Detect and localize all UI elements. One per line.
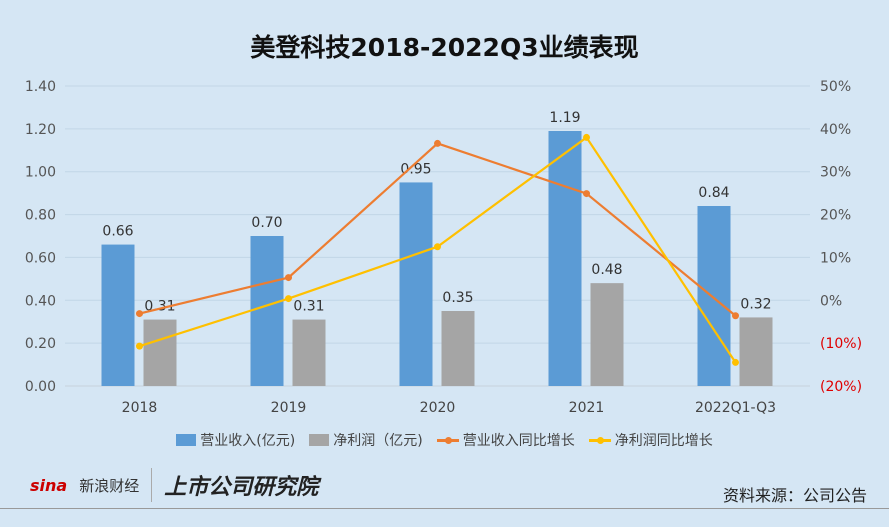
- legend-label: 营业收入(亿元): [200, 433, 296, 449]
- legend-profit-growth: 净利润同比增长: [588, 430, 713, 450]
- x-tick-label: 2019: [271, 400, 307, 416]
- revenue-growth-point: [285, 274, 292, 282]
- bar-data-label: 0.31: [293, 299, 324, 315]
- right-tick-label: 40%: [820, 122, 851, 138]
- bar-data-label: 0.70: [251, 215, 282, 231]
- revenue-growth-point: [732, 312, 739, 320]
- sina-logo: sina: [30, 475, 68, 495]
- bar-data-label: 1.19: [549, 110, 580, 126]
- x-tick-label: 2020: [420, 400, 456, 416]
- right-tick-label: 50%: [820, 79, 851, 95]
- profit-growth-point: [136, 342, 143, 350]
- right-tick-label: (10%): [820, 336, 862, 352]
- left-tick-label: 0.20: [25, 336, 56, 352]
- right-tick-label: 0%: [820, 293, 842, 309]
- bar-data-label: 0.35: [442, 290, 473, 306]
- chart-title: 美登科技2018-2022Q3业绩表现: [250, 33, 639, 62]
- source-note: 资料来源：公司公告: [722, 486, 867, 505]
- profit-bar: [590, 283, 624, 386]
- x-tick-label: 2018: [122, 400, 158, 416]
- x-tick-label: 2021: [569, 400, 605, 416]
- footer-logos: sina 新浪财经 上市公司研究院: [30, 468, 318, 502]
- x-tick-label: 2022Q1-Q3: [695, 400, 776, 416]
- revenue-bar: [399, 182, 433, 386]
- divider: [151, 468, 153, 502]
- profit-bar: [441, 311, 475, 386]
- divider: [0, 508, 889, 509]
- revenue-growth-point: [434, 139, 441, 147]
- right-tick-label: 20%: [820, 208, 851, 224]
- left-tick-label: 1.40: [25, 79, 56, 95]
- legend-label: 营业收入同比增长: [462, 433, 575, 449]
- left-tick-label: 0.60: [25, 250, 56, 266]
- revenue-growth-line: [139, 142, 737, 317]
- revenue-bar: [548, 131, 582, 386]
- right-tick-label: 10%: [820, 250, 851, 266]
- revenue-growth-point: [583, 190, 590, 198]
- legend-revenue: 营业收入(亿元): [176, 430, 295, 450]
- profit-bar: [143, 319, 177, 386]
- profit-bar: [739, 317, 773, 386]
- profit-growth-point: [732, 358, 739, 366]
- revenue-bar: [101, 244, 135, 386]
- bar-data-label: 0.84: [698, 185, 729, 201]
- right-tick-label: (20%): [820, 379, 862, 395]
- profit-growth-point: [434, 243, 441, 251]
- left-tick-label: 0.40: [25, 293, 56, 309]
- revenue-growth-point: [136, 310, 143, 318]
- bar-data-label: 0.48: [591, 262, 622, 278]
- legend-profit: 净利润（亿元): [309, 430, 423, 450]
- left-tick-label: 0.00: [25, 379, 56, 395]
- right-tick-label: 30%: [820, 165, 851, 181]
- sina-name: 新浪财经: [79, 476, 140, 495]
- bar-data-label: 0.66: [102, 224, 133, 240]
- revenue-bar: [250, 236, 284, 386]
- profit-growth-point: [583, 133, 590, 141]
- left-tick-label: 0.80: [25, 208, 56, 224]
- left-tick-label: 1.00: [25, 165, 56, 181]
- profit-growth-point: [285, 295, 292, 303]
- legend-revenue-growth: 营业收入同比增长: [436, 430, 575, 450]
- profit-bar: [292, 319, 326, 386]
- legend: 营业收入(亿元) 净利润（亿元) 营业收入同比增长 净利润同比增长: [0, 430, 889, 450]
- legend-label: 净利润同比增长: [614, 433, 713, 449]
- legend-label: 净利润（亿元): [333, 433, 423, 449]
- bar-data-label: 0.32: [740, 296, 771, 312]
- bar-data-label: 0.95: [400, 161, 431, 177]
- institute-logo: 上市公司研究院: [164, 475, 319, 500]
- revenue-bar: [697, 206, 731, 386]
- left-tick-label: 1.20: [25, 122, 56, 138]
